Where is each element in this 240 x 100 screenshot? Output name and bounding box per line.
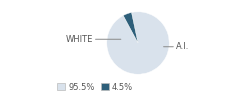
Text: WHITE: WHITE	[65, 35, 121, 44]
Text: A.I.: A.I.	[164, 42, 189, 51]
Legend: 95.5%, 4.5%: 95.5%, 4.5%	[54, 79, 136, 95]
Wedge shape	[123, 12, 138, 43]
Wedge shape	[107, 12, 169, 74]
